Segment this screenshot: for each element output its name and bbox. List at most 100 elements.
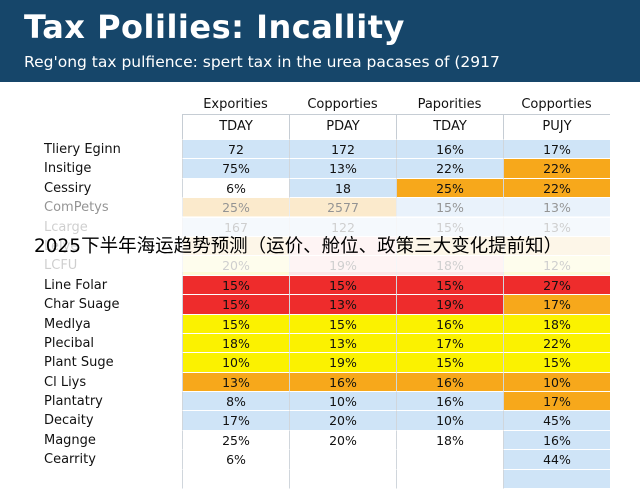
row-label: Cearrity xyxy=(26,450,182,469)
row-label: Plant Suge xyxy=(26,353,182,372)
column-sub-header: PUJY xyxy=(503,114,610,140)
table-cell: 15% xyxy=(396,276,503,295)
table-cell: 17% xyxy=(182,411,289,430)
table-cell: 22% xyxy=(396,159,503,178)
page-subtitle: Reg'ong tax pulfience: spert tax in the … xyxy=(24,53,500,71)
table-cell xyxy=(503,470,610,489)
table-row: Tliery Eginn7217216%17% xyxy=(26,140,610,159)
table-cell: 17% xyxy=(503,392,610,411)
table-cell: 27% xyxy=(503,276,610,295)
table-cell: 10% xyxy=(289,392,396,411)
table-cell: 19% xyxy=(289,353,396,372)
row-label: Plecibal xyxy=(26,334,182,353)
row-label: Insitige xyxy=(26,159,182,178)
table-cell: 18% xyxy=(396,431,503,450)
table-row: Magnge25%20%18%16% xyxy=(26,431,610,450)
table-cell: 16% xyxy=(396,315,503,334)
table-cell: 22% xyxy=(503,179,610,198)
table-row: Insitige75%13%22%22% xyxy=(26,159,610,178)
table-cell: 10% xyxy=(182,353,289,372)
table-cell: 2577 xyxy=(289,198,396,217)
table-cell: 45% xyxy=(503,411,610,430)
table-cell: 17% xyxy=(396,334,503,353)
table-cell xyxy=(396,450,503,469)
title-banner: Tax Polilies: Incallity Reg'ong tax pulf… xyxy=(0,0,640,82)
table-cell: 17% xyxy=(503,295,610,314)
table-cell: 15% xyxy=(182,295,289,314)
table-cell: 20% xyxy=(289,431,396,450)
table-cell: 16% xyxy=(289,373,396,392)
column-group-header: Copporties xyxy=(289,95,396,114)
table-cell xyxy=(182,470,289,489)
table-cell: 6% xyxy=(182,179,289,198)
table-cell: 15% xyxy=(289,315,396,334)
table-cell: 18% xyxy=(182,334,289,353)
table-cell xyxy=(396,470,503,489)
table-body: Tliery Eginn7217216%17%Insitige75%13%22%… xyxy=(26,140,610,489)
table-cell: 16% xyxy=(396,140,503,159)
table-cell: 13% xyxy=(182,373,289,392)
row-label: Decaity xyxy=(26,411,182,430)
column-group-header: Paporities xyxy=(396,95,503,114)
table-row: Cl Liys13%16%16%10% xyxy=(26,373,610,392)
table-row: Medlya15%15%16%18% xyxy=(26,315,610,334)
table-row: Plant Suge10%19%15%15% xyxy=(26,353,610,372)
row-label: Cessiry xyxy=(26,179,182,198)
table-cell: 20% xyxy=(289,411,396,430)
table-row: Char Suage15%13%19%17% xyxy=(26,295,610,314)
table-cell: 15% xyxy=(182,315,289,334)
table-cell: 22% xyxy=(503,159,610,178)
table-cell: 17% xyxy=(503,140,610,159)
table-cell: 15% xyxy=(396,353,503,372)
table-cell: 6% xyxy=(182,450,289,469)
row-label: Plantatry xyxy=(26,392,182,411)
table-row: Cearrity6% 44% xyxy=(26,450,610,469)
column-sub-header: PDAY xyxy=(289,114,396,140)
corner-cell xyxy=(26,114,182,140)
table-cell: 15% xyxy=(503,353,610,372)
column-group-header: Copporties xyxy=(503,95,610,114)
row-label: Cl Liys xyxy=(26,373,182,392)
row-label: ComPetys xyxy=(26,198,182,217)
table-cell: 44% xyxy=(503,450,610,469)
table-row xyxy=(26,470,610,489)
table-row: Plantatry8%10%16%17% xyxy=(26,392,610,411)
table-cell: 16% xyxy=(396,373,503,392)
row-label: Line Folar xyxy=(26,276,182,295)
table-cell: 15% xyxy=(396,198,503,217)
row-label: Char Suage xyxy=(26,295,182,314)
table-cell: 18% xyxy=(503,315,610,334)
page-title: Tax Polilies: Incallity xyxy=(24,8,405,46)
table-cell: 18 xyxy=(289,179,396,198)
table-cell xyxy=(289,450,396,469)
column-sub-header: TDAY xyxy=(396,114,503,140)
overlay-caption: 2025下半年海运趋势预测（运价、舱位、政策三大变化提前知） xyxy=(34,232,634,258)
table-cell: 10% xyxy=(396,411,503,430)
column-sub-row: TDAY PDAY TDAY PUJY xyxy=(26,114,610,140)
row-label: Medlya xyxy=(26,315,182,334)
table-cell: 16% xyxy=(396,392,503,411)
table-row: Cessiry6%1825%22% xyxy=(26,179,610,198)
table-cell: 8% xyxy=(182,392,289,411)
row-label: Tliery Eginn xyxy=(26,140,182,159)
table-cell: 13% xyxy=(503,198,610,217)
table-cell: 25% xyxy=(396,179,503,198)
tax-table: Exporities Copporties Paporities Copport… xyxy=(26,92,610,489)
table-row: ComPetys25%257715%13% xyxy=(26,198,610,217)
table-row: Decaity17%20%10%45% xyxy=(26,411,610,430)
table-cell: 13% xyxy=(289,159,396,178)
table-cell: 22% xyxy=(503,334,610,353)
table-cell: 13% xyxy=(289,295,396,314)
table-row: Plecibal18%13%17%22% xyxy=(26,334,610,353)
table-cell: 13% xyxy=(289,334,396,353)
row-label: Magnge xyxy=(26,431,182,450)
table-cell xyxy=(289,470,396,489)
row-label xyxy=(26,470,182,489)
table-cell: 16% xyxy=(503,431,610,450)
table-cell: 15% xyxy=(182,276,289,295)
table-row: Line Folar15%15%15%27% xyxy=(26,276,610,295)
column-sub-header: TDAY xyxy=(182,114,289,140)
table-cell: 25% xyxy=(182,198,289,217)
table-cell: 75% xyxy=(182,159,289,178)
table-cell: 25% xyxy=(182,431,289,450)
